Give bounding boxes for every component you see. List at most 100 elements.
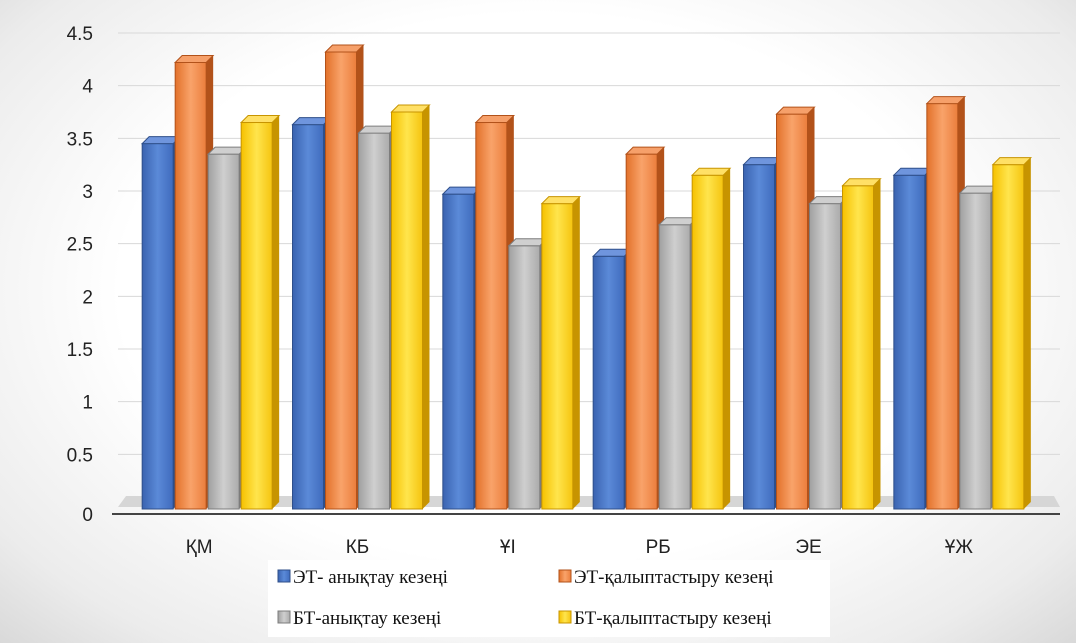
bar-front xyxy=(508,245,541,510)
bar-top xyxy=(591,248,633,257)
bar-top xyxy=(357,125,398,134)
legend-swatch xyxy=(558,569,572,583)
bar xyxy=(507,238,549,510)
y-tick-label: 1 xyxy=(82,393,93,414)
bar-top xyxy=(291,117,332,126)
y-tick-label: 1.5 xyxy=(67,340,93,361)
bar-front xyxy=(442,193,475,510)
legend-swatch xyxy=(277,569,291,583)
x-tick-label: ҰІ xyxy=(500,537,516,558)
x-tick-label: ҚМ xyxy=(186,537,213,558)
bar-top xyxy=(324,44,365,53)
bar-front xyxy=(174,61,207,510)
bar-front xyxy=(776,113,808,510)
y-tick-label: 0.5 xyxy=(67,445,93,466)
bar xyxy=(324,44,365,510)
legend-box xyxy=(268,560,830,637)
bar-front xyxy=(207,153,240,510)
y-tick-label: 0 xyxy=(82,505,93,526)
bar-front xyxy=(475,122,508,510)
bar xyxy=(958,185,1000,510)
bar-top xyxy=(540,196,582,205)
bar-front xyxy=(358,132,390,510)
bar-front xyxy=(959,192,992,510)
bar xyxy=(657,217,699,510)
bar-top xyxy=(657,217,699,226)
bar-front xyxy=(391,111,423,510)
bar-front xyxy=(893,174,926,510)
bar-top xyxy=(173,54,215,63)
bar-front xyxy=(691,174,724,510)
bar xyxy=(742,157,783,510)
bar-front xyxy=(842,185,874,510)
bar-front xyxy=(325,51,357,510)
bar-front xyxy=(292,124,324,510)
bar xyxy=(591,248,633,510)
bar-top xyxy=(991,157,1033,166)
legend: ЭТ- анықтау кезеңі ЭТ-қалыптастыру кезеңі… xyxy=(268,560,830,637)
x-axis: ҚМ КБ ҰІ РБ ЭЕ ҰЖ xyxy=(186,537,974,558)
bar-front xyxy=(926,103,959,510)
bar xyxy=(808,196,849,510)
bar-top xyxy=(925,96,967,105)
bar xyxy=(206,146,248,510)
bar-top xyxy=(441,186,483,195)
bar-front xyxy=(743,164,775,510)
bar xyxy=(925,96,967,510)
bar xyxy=(390,104,431,510)
bar xyxy=(991,157,1033,510)
y-tick-label: 3 xyxy=(82,182,93,203)
bar-side xyxy=(723,168,731,509)
bar-side xyxy=(873,178,881,509)
bar-top xyxy=(892,167,934,176)
y-axis: 0 0.5 1 1.5 2 2.5 3 3.5 4 4.5 xyxy=(67,24,94,526)
bar-top xyxy=(624,146,666,155)
legend-label: ЭТ- анықтау кезеңі xyxy=(293,567,448,588)
bar xyxy=(841,178,882,510)
bar-side xyxy=(1023,157,1031,509)
bar-side xyxy=(572,196,580,509)
y-tick-label: 2.5 xyxy=(67,235,93,256)
legend-label: ЭТ-қалыптастыру кезеңі xyxy=(574,567,774,588)
bar xyxy=(357,125,398,510)
bar-top xyxy=(239,115,281,124)
y-tick-label: 2 xyxy=(82,287,93,308)
bar-front xyxy=(541,203,574,510)
bar-front xyxy=(809,203,841,510)
bar-top xyxy=(742,157,783,166)
bar xyxy=(239,115,281,510)
bar-front xyxy=(592,255,625,510)
bar-top xyxy=(775,106,816,115)
legend-swatch xyxy=(558,610,572,624)
x-tick-label: ЭЕ xyxy=(795,537,821,558)
bar-side xyxy=(272,115,280,510)
bar-top xyxy=(507,238,549,247)
bar-top xyxy=(841,178,882,187)
bar-top xyxy=(474,115,516,124)
bar xyxy=(690,167,732,510)
bar xyxy=(540,196,582,510)
bar xyxy=(441,186,483,510)
bar-front xyxy=(658,224,691,510)
bar-front xyxy=(240,122,273,510)
bar-front xyxy=(992,164,1025,510)
legend-label: БТ-қалыптастыру кезеңі xyxy=(574,608,772,629)
bar xyxy=(140,136,182,510)
y-tick-label: 4.5 xyxy=(67,24,93,45)
bar-top xyxy=(690,167,732,176)
bar-top xyxy=(206,146,248,155)
bar-top xyxy=(808,196,849,205)
x-tick-label: РБ xyxy=(646,537,671,558)
bar-top xyxy=(140,136,182,145)
bar-top xyxy=(390,104,431,113)
y-tick-label: 3.5 xyxy=(67,129,93,150)
bars xyxy=(140,44,1033,510)
legend-swatch xyxy=(277,610,291,624)
bar-top xyxy=(958,185,1000,194)
bar-front xyxy=(625,153,658,510)
y-tick-label: 4 xyxy=(82,77,93,98)
bar xyxy=(892,167,934,510)
x-tick-label: КБ xyxy=(346,537,370,558)
legend-label: БТ-анықтау кезеңі xyxy=(293,608,441,629)
